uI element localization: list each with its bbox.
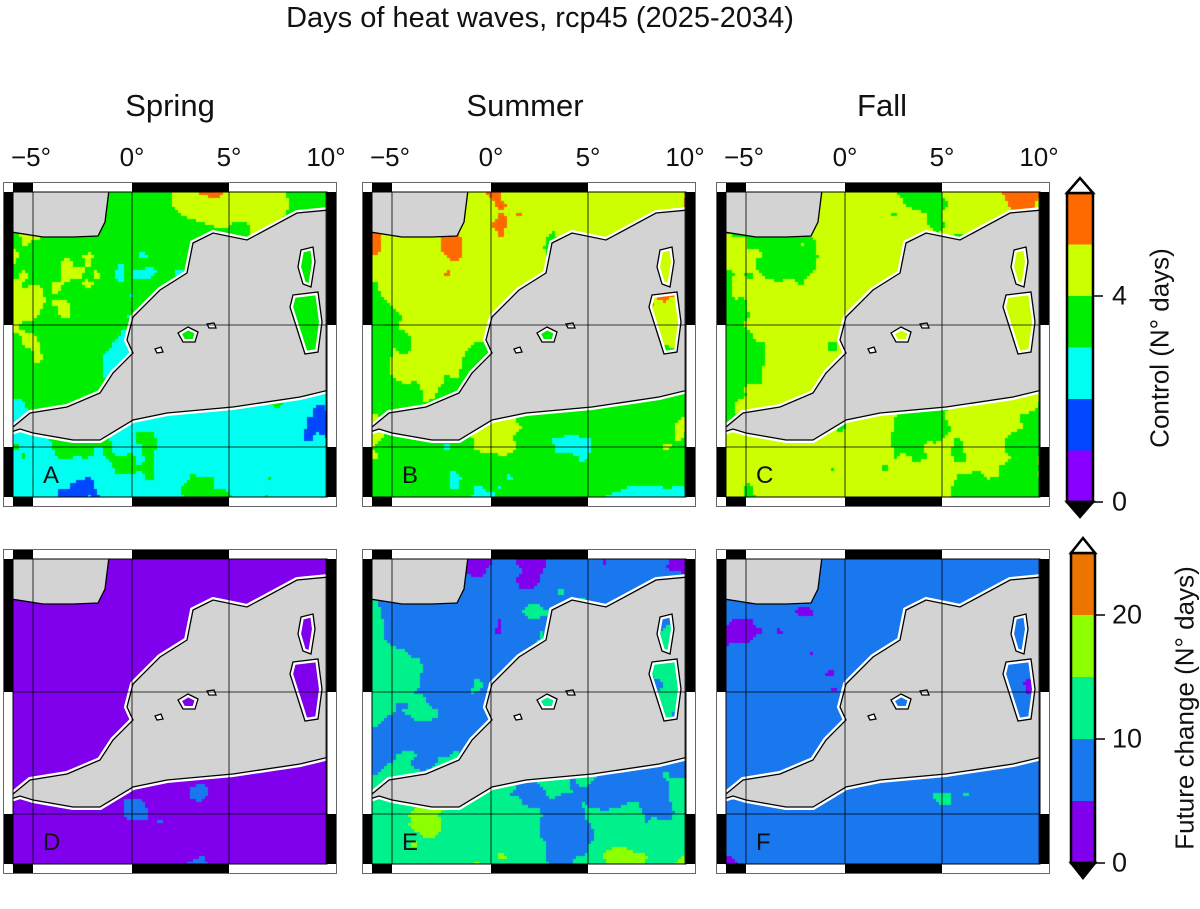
longitude-tick-label: 0° <box>832 142 858 172</box>
panel-letter-label: F <box>756 829 771 856</box>
map-panel-c: C <box>716 182 1050 507</box>
colorbar-tick-label: 0 <box>1112 486 1128 517</box>
colorbar-bin <box>1067 296 1093 348</box>
colorbar-extend-min-triangle <box>1064 500 1096 519</box>
colorbar-tick-label: 4 <box>1112 280 1128 311</box>
colorbar-future-change <box>1068 535 1105 881</box>
colorbar-bin <box>1071 739 1095 801</box>
longitude-tick-label: −5° <box>369 142 411 172</box>
colorbar-tick-label: 20 <box>1112 599 1143 630</box>
colorbar-bin <box>1067 244 1093 296</box>
colorbar-bin <box>1067 450 1093 502</box>
longitude-tick-label: 10° <box>665 142 705 172</box>
longitude-tick-label: 5° <box>216 142 242 172</box>
panel-letter-label: E <box>402 829 418 856</box>
map-frame <box>362 549 696 874</box>
longitude-tick-label: 5° <box>575 142 601 172</box>
panel-letter-label: B <box>402 462 418 489</box>
colorbar-bin <box>1067 347 1093 399</box>
atlantic-sea-mask <box>13 192 110 238</box>
longitude-tick-label: −5° <box>10 142 52 172</box>
longitude-tick-label: 0° <box>119 142 145 172</box>
colorbar-extend-max-triangle <box>1068 535 1098 555</box>
colorbar-bin <box>1071 615 1095 677</box>
map-panel-f: F <box>716 549 1050 874</box>
map-frame <box>3 549 337 874</box>
colorbar-extend-min-triangle <box>1068 861 1098 881</box>
map-frame <box>716 182 1050 507</box>
map-panel-b: B <box>362 182 696 507</box>
colorbar-tick-label: 10 <box>1112 723 1143 754</box>
map-frame <box>362 182 696 507</box>
map-panel-e: E <box>362 549 696 874</box>
column-title-fall: Fall <box>857 88 907 123</box>
colorbar-title: Control (N° days) <box>1144 247 1175 448</box>
longitude-tick-label: 10° <box>1019 142 1059 172</box>
figure-title: Days of heat waves, rcp45 (2025-2034) <box>286 2 794 34</box>
atlantic-sea-mask <box>726 559 823 605</box>
colorbar-bin <box>1067 399 1093 451</box>
atlantic-sea-mask <box>13 559 110 605</box>
colorbar-control <box>1064 176 1103 519</box>
colorbar-bin <box>1071 801 1095 863</box>
longitude-tick-label: 0° <box>478 142 504 172</box>
panel-letter-label: C <box>756 462 773 489</box>
longitude-tick-label: −5° <box>723 142 765 172</box>
colorbar-extend-max-triangle <box>1064 176 1096 195</box>
colorbar-bin <box>1071 677 1095 739</box>
column-title-spring: Spring <box>125 88 215 123</box>
colorbar-tick-label: 0 <box>1112 847 1128 878</box>
longitude-tick-label: 5° <box>929 142 955 172</box>
colorbar-title: Future change (N° days) <box>1169 566 1200 850</box>
atlantic-sea-mask <box>372 559 469 605</box>
colorbar-bin <box>1067 193 1093 245</box>
panel-letter-label: A <box>43 462 59 489</box>
panel-letter-label: D <box>43 829 60 856</box>
atlantic-sea-mask <box>372 192 469 238</box>
atlantic-sea-mask <box>726 192 823 238</box>
longitude-tick-label: 10° <box>306 142 346 172</box>
map-panel-a: A <box>3 182 337 507</box>
map-frame <box>716 549 1050 874</box>
column-title-summer: Summer <box>466 88 584 123</box>
colorbar-bin <box>1071 553 1095 615</box>
map-panel-d: D <box>3 549 337 874</box>
map-frame <box>3 182 337 507</box>
